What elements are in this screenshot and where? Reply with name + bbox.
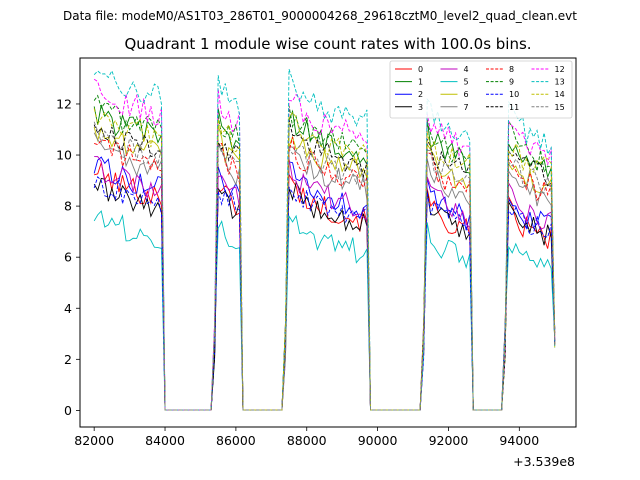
y-tick-label: 4: [64, 301, 72, 316]
x-tick-label: 86000: [216, 433, 256, 448]
legend-label-14: 14: [555, 90, 565, 99]
legend-label-15: 15: [555, 103, 565, 112]
x-tick-label: 90000: [358, 433, 398, 448]
x-tick-label: 94000: [499, 433, 539, 448]
x-axis: 82000 84000 86000 88000 90000 92000 94000: [74, 427, 539, 448]
y-tick-label: 6: [64, 250, 72, 265]
legend-label-3: 3: [418, 103, 423, 112]
y-tick-label: 8: [64, 199, 72, 214]
legend-label-0: 0: [418, 65, 423, 74]
chart-title: Quadrant 1 module wise count rates with …: [124, 35, 531, 53]
x-tick-label: 92000: [429, 433, 469, 448]
legend-box: [389, 60, 573, 119]
legend-label-4: 4: [464, 65, 469, 74]
legend-label-12: 12: [555, 65, 565, 74]
y-tick-label: 0: [64, 403, 72, 418]
figure-suptitle: Data file: modeM0/AS1T03_286T01_90000042…: [63, 9, 577, 23]
x-tick-label: 88000: [287, 433, 327, 448]
x-offset-label: +3.539e8: [513, 454, 575, 469]
legend-label-5: 5: [464, 78, 469, 87]
legend-label-13: 13: [555, 78, 565, 87]
series-line-15: [93, 121, 556, 411]
axes-frame: [79, 57, 577, 428]
legend-label-2: 2: [418, 90, 423, 99]
plot-lines: [93, 68, 556, 411]
legend-label-8: 8: [509, 65, 514, 74]
y-tick-label: 12: [56, 96, 72, 111]
legend-label-9: 9: [509, 78, 514, 87]
legend-label-10: 10: [509, 90, 519, 99]
legend-label-6: 6: [464, 90, 469, 99]
legend-label-7: 7: [464, 103, 469, 112]
x-tick-label: 82000: [74, 433, 114, 448]
y-tick-label: 2: [64, 352, 72, 367]
legend-label-1: 1: [418, 78, 423, 87]
x-tick-label: 84000: [145, 433, 185, 448]
y-tick-label: 10: [56, 148, 72, 163]
legend-label-11: 11: [509, 103, 519, 112]
y-axis: 0 2 4 6 8 10 12: [56, 96, 80, 418]
